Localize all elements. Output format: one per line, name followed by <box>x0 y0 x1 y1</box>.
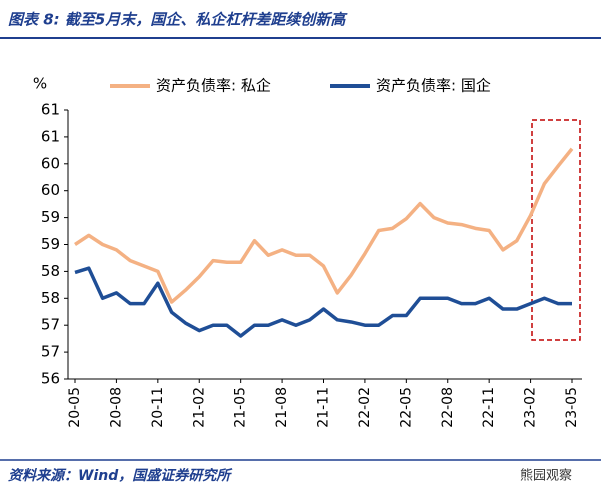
legend-label: 资产负债率: 私企 <box>156 77 271 95</box>
watermark: 熊园观察 <box>520 468 572 484</box>
y-tick-label: 56 <box>41 370 60 388</box>
y-tick-label: 61 <box>41 127 60 145</box>
y-tick-label: 59 <box>41 235 60 253</box>
y-tick-label: 60 <box>41 181 60 199</box>
x-tick-label: 23-02 <box>523 387 539 428</box>
x-tick-label: 22-11 <box>481 387 497 428</box>
y-tick-label: 60 <box>41 154 60 172</box>
source: 资料来源：Wind，国盛证券研究所 <box>8 467 233 484</box>
y-tick-label: 61 <box>41 101 60 119</box>
x-tick-label: 21-02 <box>191 387 207 428</box>
x-tick-label: 22-08 <box>440 387 456 428</box>
x-tick-label: 22-02 <box>357 387 373 428</box>
y-tick-label: 58 <box>41 262 60 280</box>
y-axis-label: % <box>33 75 47 93</box>
x-tick-label: 20-08 <box>108 387 124 428</box>
series-line <box>74 266 572 338</box>
y-tick-label: 58 <box>41 289 60 307</box>
x-tick-label: 23-05 <box>564 387 580 428</box>
x-tick-label: 21-08 <box>274 387 290 428</box>
x-tick-label: 22-05 <box>398 387 414 428</box>
y-tick-label: 57 <box>41 316 60 334</box>
y-tick-label: 59 <box>41 208 60 226</box>
y-tick-label: 57 <box>41 343 60 361</box>
chart-title: 图表 8: 截至5月末，国企、私企杠杆差距续创新高 <box>8 11 348 29</box>
x-tick-label: 20-05 <box>67 387 83 428</box>
x-tick-label: 21-05 <box>233 387 249 428</box>
x-tick-label: 21-11 <box>316 387 332 428</box>
highlight-box <box>531 119 581 341</box>
series-line <box>74 147 574 304</box>
legend-label: 资产负债率: 国企 <box>376 77 491 95</box>
x-tick-label: 20-11 <box>150 387 166 428</box>
